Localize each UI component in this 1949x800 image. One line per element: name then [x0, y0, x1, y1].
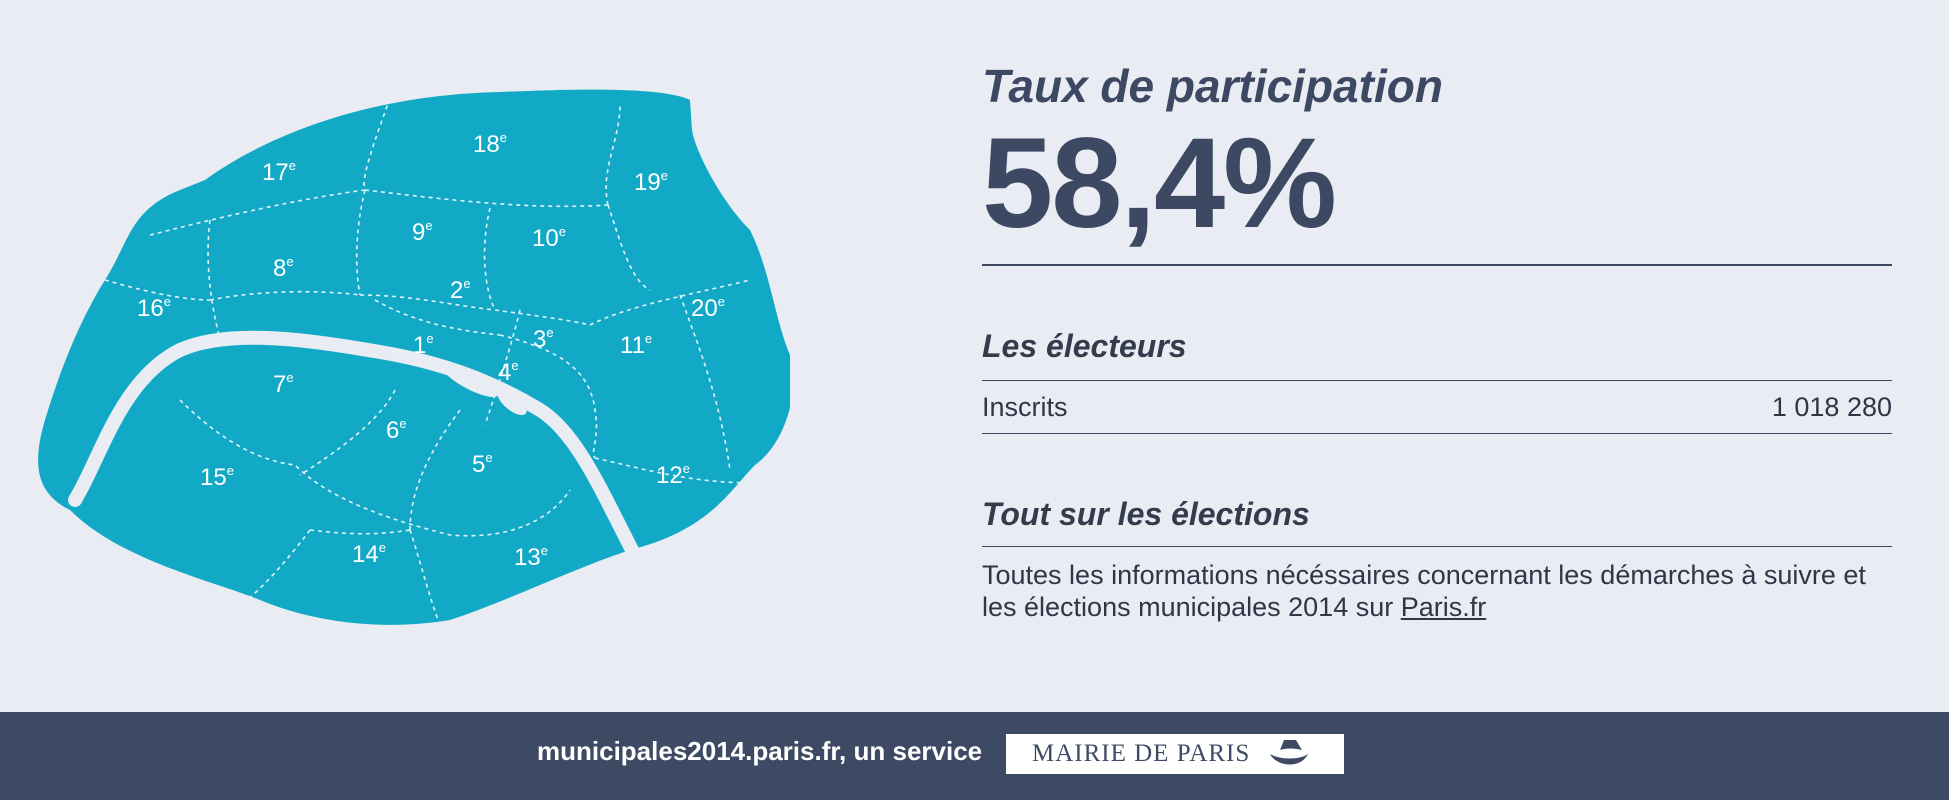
arr-label-10: 10e	[532, 224, 566, 252]
results-panel: Taux de participation 58,4% Les électeur…	[982, 56, 1892, 623]
arr-label-12: 12e	[656, 461, 690, 489]
footer: municipales2014.paris.fr, un service MAI…	[0, 712, 1949, 800]
arr-label-17: 17e	[262, 158, 296, 186]
arr-label-3: 3e	[533, 325, 554, 353]
arr-label-9: 9e	[412, 218, 433, 246]
ile-de-la-cite	[441, 363, 499, 397]
arr-label-5: 5e	[472, 450, 493, 478]
participation-value: 58,4%	[982, 112, 1337, 255]
arr-label-1: 1e	[413, 331, 434, 359]
arr-label-20: 20e	[691, 294, 725, 322]
arr-label-7: 7e	[273, 370, 294, 398]
paris-fr-link[interactable]: Paris.fr	[1400, 592, 1487, 622]
paris-ship-icon	[1270, 740, 1309, 765]
participation-divider	[982, 264, 1892, 266]
elections-title: Tout sur les élections	[982, 496, 1310, 532]
ile-saint-louis	[497, 388, 527, 416]
elections-divider	[982, 546, 1892, 547]
elections-text: Toutes les informations nécéssaires conc…	[982, 560, 1866, 622]
footer-text: municipales2014.paris.fr, un service	[537, 736, 983, 766]
arr-label-4: 4e	[498, 358, 519, 386]
participation-title: Taux de participation	[982, 60, 1443, 112]
electeurs-divider-bottom	[982, 433, 1892, 434]
arr-label-6: 6e	[386, 416, 407, 444]
elections-description: Toutes les informations nécéssaires conc…	[982, 559, 1892, 623]
inscrits-value: 1 018 280	[1771, 391, 1892, 422]
electeurs-title: Les électeurs	[982, 328, 1187, 364]
arr-label-11: 11e	[620, 331, 652, 359]
inscrits-label: Inscrits	[982, 391, 1068, 422]
arr-label-15: 15e	[200, 463, 234, 491]
mairie-de-paris-logo[interactable]: MAIRIE DE PARIS	[1006, 734, 1344, 774]
electeurs-divider-top	[982, 380, 1892, 381]
electeurs-row-inscrits: Inscrits 1 018 280	[982, 381, 1892, 433]
paris-map-svg: 1e 2e 3e 4e 5e 6e 7e 8e 9e 10e 11e 12e 1…	[38, 89, 790, 626]
arr-label-14: 14e	[352, 540, 386, 568]
arr-label-2: 2e	[450, 276, 471, 304]
logo-text: MAIRIE DE PARIS	[1032, 740, 1251, 767]
arrondissement-borders	[104, 97, 790, 626]
arr-label-19: 19e	[634, 168, 668, 196]
arr-label-8: 8e	[273, 254, 294, 282]
seine-river	[68, 330, 652, 582]
arr-label-18: 18e	[473, 130, 507, 158]
arrondissement-labels: 1e 2e 3e 4e 5e 6e 7e 8e 9e 10e 11e 12e 1…	[137, 130, 725, 571]
arr-label-16: 16e	[137, 294, 171, 322]
paris-map: 1e 2e 3e 4e 5e 6e 7e 8e 9e 10e 11e 12e 1…	[30, 80, 790, 640]
arr-label-13: 13e	[514, 543, 548, 571]
